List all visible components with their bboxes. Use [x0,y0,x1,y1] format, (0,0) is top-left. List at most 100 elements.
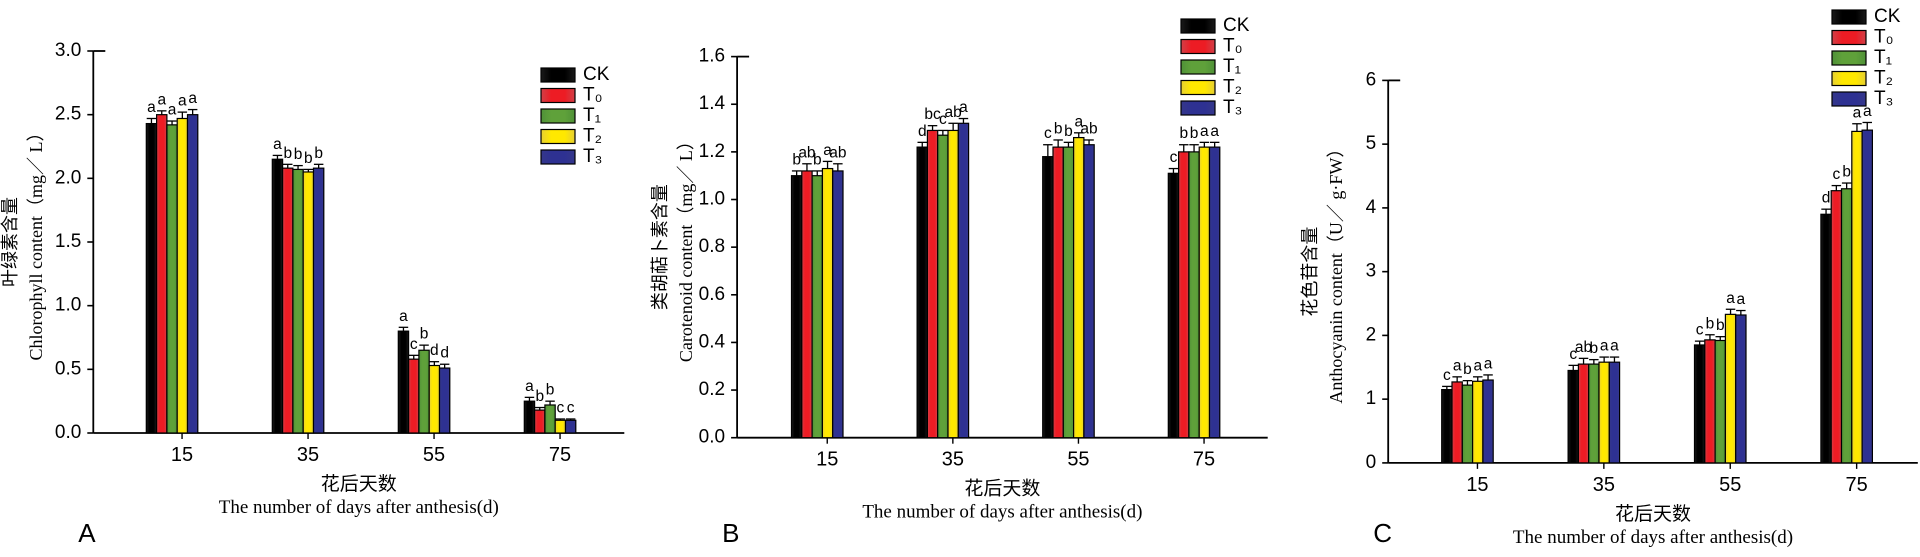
svg-text:C: C [1373,518,1392,548]
svg-text:b: b [294,146,303,163]
svg-text:0.2: 0.2 [699,379,725,400]
svg-text:The number of days after anthe: The number of days after anthesis(d) [862,502,1142,523]
svg-text:55: 55 [1719,474,1741,496]
svg-text:T₂: T₂ [583,126,602,147]
svg-text:a: a [1853,104,1862,121]
svg-text:b: b [1716,317,1725,334]
svg-text:T₂: T₂ [1223,77,1242,98]
svg-text:a: a [1610,338,1619,355]
svg-text:T₀: T₀ [1223,36,1243,57]
svg-text:b: b [1064,123,1073,140]
svg-text:0.4: 0.4 [699,331,726,352]
svg-text:1: 1 [1366,388,1377,409]
svg-text:a: a [157,91,166,108]
svg-text:1.2: 1.2 [699,141,725,162]
svg-text:75: 75 [549,444,571,466]
svg-text:CK: CK [1223,15,1250,36]
svg-text:35: 35 [297,444,319,466]
svg-text:1.5: 1.5 [55,231,81,252]
svg-text:15: 15 [1466,474,1488,496]
svg-text:4: 4 [1366,197,1377,218]
svg-text:6: 6 [1366,69,1377,90]
svg-text:3: 3 [1366,261,1377,282]
svg-text:CK: CK [583,64,610,85]
svg-text:0.0: 0.0 [699,427,725,448]
svg-text:b: b [420,326,429,343]
svg-text:b: b [1190,125,1199,142]
svg-text:T₁: T₁ [1223,56,1241,77]
svg-text:2: 2 [1366,324,1377,345]
svg-text:Anthocyanin content（U／ g·FW）: Anthocyanin content（U／ g·FW） [1326,140,1346,404]
svg-text:1.0: 1.0 [699,189,725,210]
svg-text:55: 55 [1067,449,1089,471]
svg-text:35: 35 [942,449,964,471]
svg-text:0: 0 [1366,452,1377,473]
svg-text:a: a [1726,290,1735,307]
svg-text:ab: ab [829,144,846,161]
svg-text:b: b [314,145,323,162]
svg-text:d: d [440,345,449,362]
svg-text:a: a [168,102,177,119]
svg-text:c: c [1170,149,1178,166]
svg-text:The number of days after anthe: The number of days after anthesis(d) [1513,527,1793,548]
svg-text:T₃: T₃ [1874,88,1893,109]
svg-text:花后天数: 花后天数 [964,478,1040,500]
svg-text:c: c [1443,367,1451,384]
svg-text:b: b [1842,164,1851,181]
svg-text:T₃: T₃ [583,146,602,167]
svg-text:0.6: 0.6 [699,284,725,305]
svg-text:Chlorophyll content（mg／ L）: Chlorophyll content（mg／ L） [26,124,46,361]
svg-text:a: a [1473,357,1482,374]
svg-text:a: a [147,99,156,116]
svg-text:花后天数: 花后天数 [321,473,397,495]
svg-text:75: 75 [1193,449,1215,471]
svg-text:a: a [1600,338,1609,355]
svg-text:b: b [304,150,313,167]
svg-text:a: a [1200,123,1209,140]
svg-text:2.5: 2.5 [55,104,81,125]
svg-text:a: a [399,308,408,325]
svg-text:ab: ab [1080,120,1097,137]
svg-text:d: d [918,123,927,140]
svg-text:2.0: 2.0 [55,167,81,188]
svg-text:CK: CK [1874,6,1901,27]
svg-text:花后天数: 花后天数 [1615,503,1691,525]
svg-text:b: b [1463,361,1472,378]
svg-text:a: a [1484,355,1493,372]
svg-text:b: b [283,145,292,162]
svg-text:b: b [1706,315,1715,332]
svg-text:1.4: 1.4 [699,93,726,114]
svg-text:15: 15 [816,449,838,471]
svg-text:叶绿素含量: 叶绿素含量 [0,197,20,287]
svg-text:a: a [959,99,968,116]
svg-text:类胡萜卜素含量: 类胡萜卜素含量 [650,184,670,310]
svg-text:c: c [410,336,418,353]
svg-text:0.5: 0.5 [55,358,81,379]
svg-text:b: b [546,382,555,399]
svg-text:The number of days after anthe: The number of days after anthesis(d) [219,497,499,518]
svg-text:15: 15 [171,444,193,466]
svg-text:c: c [567,399,575,416]
svg-text:3.0: 3.0 [55,40,81,61]
svg-text:T₃: T₃ [1223,97,1242,118]
svg-text:B: B [722,518,739,548]
svg-text:Carotenoid content（mg／ L）: Carotenoid content（mg／ L） [676,132,696,362]
svg-text:a: a [273,136,282,153]
svg-text:1.0: 1.0 [55,295,81,316]
svg-text:c: c [1832,166,1840,183]
svg-text:b: b [535,388,544,405]
svg-text:a: a [525,378,534,395]
svg-text:a: a [178,93,187,110]
svg-text:c: c [556,399,564,416]
svg-text:55: 55 [423,444,445,466]
svg-text:a: a [188,90,197,107]
svg-text:c: c [1044,125,1052,142]
svg-text:a: a [1210,123,1219,140]
svg-text:T₁: T₁ [583,105,601,126]
svg-text:0.0: 0.0 [55,422,81,443]
svg-text:T₀: T₀ [1874,27,1894,48]
svg-text:1.6: 1.6 [699,46,725,67]
svg-text:b: b [813,151,822,168]
svg-text:b: b [1179,125,1188,142]
svg-text:a: a [1453,357,1462,374]
